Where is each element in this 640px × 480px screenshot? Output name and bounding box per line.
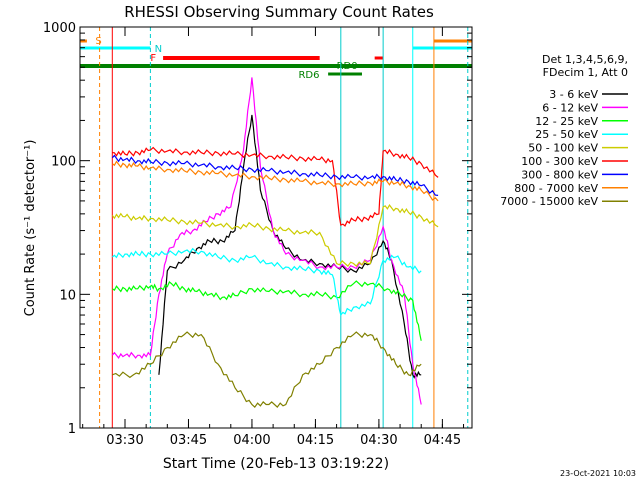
- legend-entry-label: 7000 - 15000 keV: [500, 195, 598, 208]
- legend-header: Det 1,3,4,5,6,9,: [542, 53, 628, 66]
- series-line-8: [112, 331, 422, 408]
- x-tick-label: 03:45: [170, 433, 207, 448]
- series-line-5: [112, 146, 439, 227]
- legend-entry-label: 6 - 12 keV: [542, 101, 598, 114]
- legend-header: FDecim 1, Att 0: [543, 66, 628, 79]
- series-line-3: [111, 247, 422, 317]
- flag-label: N: [155, 44, 162, 55]
- legend-entry-label: 800 - 7000 keV: [514, 182, 598, 195]
- flag-label: S: [95, 36, 101, 47]
- series-lines: [111, 77, 439, 408]
- x-axis-label: Start Time (20-Feb-13 03:19:22): [163, 456, 389, 472]
- x-tick-label: 04:00: [233, 433, 270, 448]
- event-markers: [99, 27, 469, 428]
- series-line-1: [111, 77, 422, 405]
- y-tick-label: 1000: [43, 21, 76, 36]
- series-line-0: [158, 114, 422, 379]
- series-line-2: [111, 280, 422, 341]
- series-line-7: [111, 160, 439, 202]
- flag-label: RD0: [337, 61, 358, 72]
- timestamp: 23-Oct-2021 10:03: [560, 469, 636, 478]
- plot-frame: [79, 26, 473, 429]
- legend-entry-label: 100 - 300 keV: [521, 155, 598, 168]
- legend-entry-label: 3 - 6 keV: [549, 88, 598, 101]
- series-line-6: [111, 154, 439, 196]
- legend-entry-label: 50 - 100 keV: [528, 142, 598, 155]
- observing-bands: S NF RD0 RD6: [80, 36, 472, 81]
- x-tick-label: 04:15: [297, 433, 334, 448]
- chart-title: RHESSI Observing Summary Count Rates: [124, 3, 434, 21]
- x-axis: 03:30 03:45 04:00 04:15 04:30 04:45: [82, 27, 465, 448]
- series-line-4: [111, 204, 439, 267]
- y-axis-label: Count Rate (s⁻¹ detector⁻¹): [23, 140, 38, 317]
- flag-label: F: [150, 53, 156, 64]
- legend: Det 1,3,4,5,6,9,FDecim 1, Att 0 3 - 6 keV…: [500, 53, 628, 208]
- legend-entry-label: 25 - 50 keV: [535, 128, 598, 141]
- x-tick-label: 04:30: [360, 433, 397, 448]
- flag-label: RD6: [298, 70, 319, 81]
- y-axis: 1 10 100 1000: [43, 21, 472, 437]
- y-tick-label: 100: [51, 155, 76, 170]
- legend-entry-label: 300 - 800 keV: [521, 168, 598, 181]
- y-tick-label: 10: [59, 288, 76, 303]
- x-tick-label: 03:30: [106, 433, 143, 448]
- x-tick-label: 04:45: [424, 433, 461, 448]
- legend-entry-label: 12 - 25 keV: [535, 115, 598, 128]
- y-tick-label: 1: [68, 422, 76, 437]
